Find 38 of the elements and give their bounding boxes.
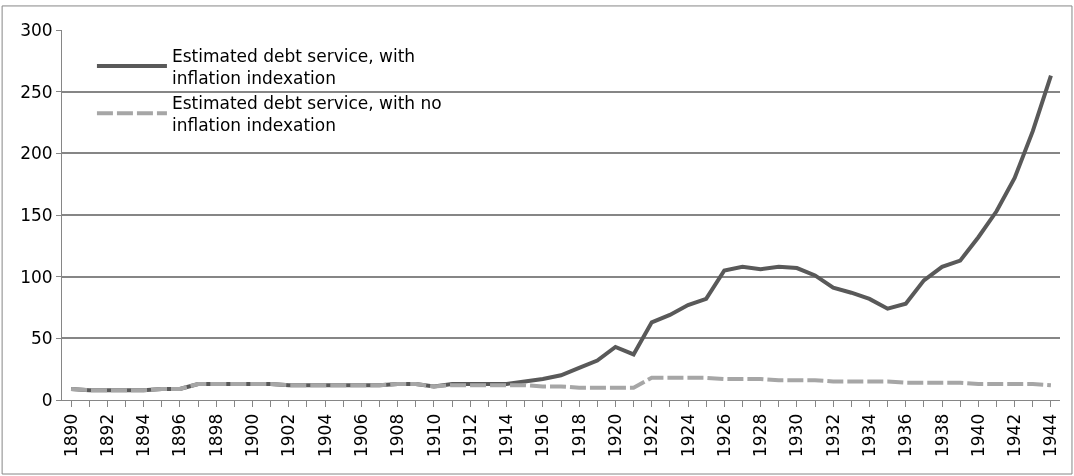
x-tick-label: 1940 xyxy=(967,413,988,458)
x-tick-label: 1926 xyxy=(713,413,734,458)
x-tick-label: 1944 xyxy=(1040,413,1061,458)
x-tick-label: 1908 xyxy=(387,413,408,458)
y-tick-label: 50 xyxy=(30,328,53,349)
x-tick-label: 1890 xyxy=(60,413,81,458)
legend-label: Estimated debt service, with no inflation indexation xyxy=(171,92,442,135)
x-tick-label: 1938 xyxy=(931,413,952,458)
x-tick-label: 1902 xyxy=(278,413,299,458)
x-tick-label: 1906 xyxy=(350,413,371,458)
x-tick-label: 1942 xyxy=(1004,413,1025,458)
y-tick-label: 150 xyxy=(20,204,53,225)
x-tick-label: 1936 xyxy=(895,413,916,458)
x-tick-label: 1932 xyxy=(822,413,843,458)
x-tick-label: 1924 xyxy=(677,413,698,458)
x-tick-label: 1912 xyxy=(459,413,480,458)
x-tick-label: 1918 xyxy=(568,413,589,458)
x-tick-label: 1892 xyxy=(96,413,117,458)
line-series xyxy=(69,375,1053,393)
y-tick-label: 300 xyxy=(20,19,53,40)
x-tick-label: 1930 xyxy=(786,413,807,458)
x-tick-label: 1920 xyxy=(604,413,625,458)
legend-label: Estimated debt service, with inflation indexation xyxy=(171,45,416,88)
y-tick-label: 0 xyxy=(41,389,53,410)
x-tick-label: 1898 xyxy=(205,413,226,458)
x-tick-label: 1910 xyxy=(423,413,444,458)
x-tick-label: 1894 xyxy=(133,413,154,458)
x-tick-label: 1896 xyxy=(169,413,190,458)
x-tick-label: 1934 xyxy=(858,413,879,458)
x-tick-label: 1914 xyxy=(496,413,517,458)
y-tick-label: 100 xyxy=(20,266,53,287)
x-tick-label: 1904 xyxy=(314,413,335,458)
x-tick-label: 1916 xyxy=(532,413,553,458)
x-tick-label: 1900 xyxy=(242,413,263,458)
x-tick-label: 1922 xyxy=(641,413,662,458)
x-tick-label: 1928 xyxy=(750,413,771,458)
y-tick-label: 200 xyxy=(20,143,53,164)
y-tick-label: 250 xyxy=(20,81,53,102)
